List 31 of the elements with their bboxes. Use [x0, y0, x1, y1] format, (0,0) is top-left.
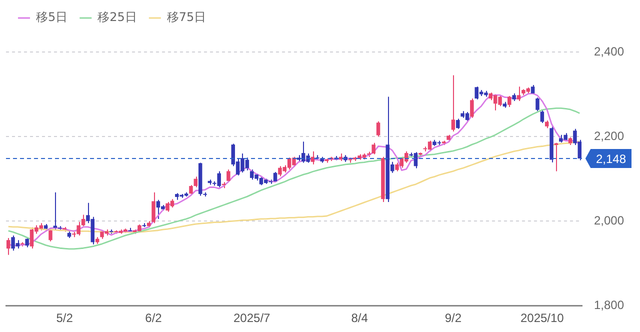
x-tick-label: 6/2 — [145, 311, 162, 326]
legend-label: 移75日 — [166, 10, 206, 24]
x-tick-label: 2025/10 — [520, 311, 564, 326]
candlestick — [48, 228, 52, 242]
candlestick — [508, 95, 512, 108]
y-tick-label: 1,800 — [594, 298, 624, 312]
candlestick — [451, 74, 456, 132]
x-tick-label: 2025/7 — [233, 311, 271, 326]
candlestick — [372, 142, 376, 155]
legend-label: 移5日 — [36, 10, 68, 24]
y-tick-label: 2,200 — [594, 128, 624, 143]
y-tick-label: 2,400 — [594, 44, 624, 58]
candlestick — [470, 98, 474, 118]
candlestick — [456, 118, 460, 130]
ref-line-label: 2,148 — [596, 152, 626, 166]
candlestick — [53, 192, 58, 230]
candlestick — [536, 97, 540, 112]
candlestick — [156, 199, 160, 220]
candlestick — [6, 237, 10, 256]
candlestick — [25, 236, 29, 248]
legend-label: 移25日 — [98, 10, 137, 24]
x-tick-label: 8/4 — [351, 311, 368, 326]
x-tick-label: 9/2 — [444, 311, 462, 326]
x-tick-label: 5/2 — [56, 311, 74, 326]
candlestick — [540, 110, 544, 124]
candlestick — [226, 169, 230, 183]
candlestick — [376, 120, 380, 138]
candlestick — [194, 176, 198, 188]
candlestick — [189, 184, 193, 196]
candlestick — [152, 192, 156, 224]
y-tick-label: 2,000 — [594, 213, 624, 228]
